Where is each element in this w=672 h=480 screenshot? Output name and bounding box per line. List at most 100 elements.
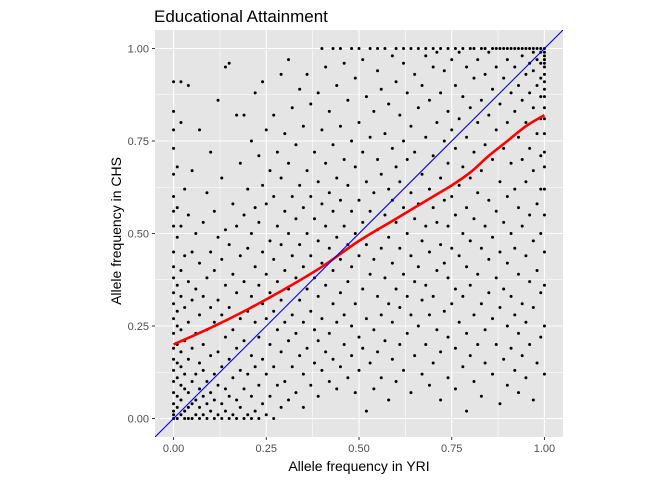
scatter-point (257, 154, 261, 158)
scatter-point (350, 324, 354, 328)
scatter-point (446, 376, 450, 380)
y-tick-label: 1.00 (128, 44, 149, 56)
scatter-point (509, 161, 513, 165)
scatter-point (268, 291, 272, 295)
scatter-point (453, 84, 457, 87)
scatter-point (450, 195, 454, 198)
y-tick-label: 0.50 (128, 229, 149, 241)
scatter-point (394, 287, 398, 291)
scatter-point (357, 198, 361, 202)
scatter-point (502, 47, 506, 50)
scatter-point (368, 209, 372, 213)
scatter-point (227, 306, 231, 309)
scatter-point (542, 213, 546, 217)
scatter-point (450, 58, 454, 62)
scatter-point (238, 317, 242, 321)
scatter-point (216, 383, 220, 387)
scatter-point (479, 394, 483, 398)
scatter-point (183, 306, 187, 309)
scatter-point (324, 65, 328, 69)
scatter-point (316, 180, 320, 184)
scatter-point (468, 283, 472, 287)
scatter-point (257, 283, 261, 287)
scatter-point (290, 254, 294, 258)
scatter-point (342, 343, 346, 346)
scatter-point (290, 106, 294, 110)
scatter-point (516, 206, 520, 210)
scatter-point (175, 394, 179, 398)
scatter-point (275, 328, 279, 332)
scatter-point (398, 180, 402, 184)
scatter-point (516, 391, 520, 395)
scatter-point (220, 402, 224, 406)
scatter-point (183, 387, 187, 391)
scatter-point (338, 365, 342, 369)
scatter-point (524, 320, 528, 324)
scatter-point (379, 87, 383, 91)
scatter-point (249, 417, 253, 420)
scatter-point (539, 187, 543, 191)
scatter-point (435, 328, 439, 332)
scatter-point (279, 350, 283, 354)
scatter-point (483, 361, 487, 365)
scatter-point (231, 272, 235, 276)
scatter-point (179, 383, 183, 387)
scatter-point (350, 139, 354, 143)
scatter-point (491, 235, 495, 239)
scatter-point (257, 383, 261, 387)
scatter-point (209, 354, 213, 358)
scatter-point (468, 106, 472, 110)
scatter-point (172, 224, 176, 228)
scatter-point (235, 113, 239, 117)
scatter-point (194, 232, 198, 235)
scatter-point (509, 232, 513, 235)
scatter-point (450, 128, 454, 132)
scatter-point (294, 331, 298, 335)
scatter-point (342, 224, 346, 228)
scatter-point (242, 280, 246, 284)
scatter-point (246, 372, 250, 376)
scatter-point (542, 187, 546, 191)
scatter-point (179, 269, 183, 272)
scatter-point (338, 47, 342, 50)
scatter-point (405, 294, 409, 298)
scatter-point (175, 165, 179, 169)
scatter-point (398, 246, 402, 250)
scatter-point (509, 294, 513, 298)
scatter-point (487, 198, 491, 202)
scatter-point (201, 294, 205, 298)
scatter-point (190, 250, 194, 254)
scatter-point (175, 235, 179, 239)
scatter-point (472, 76, 476, 80)
scatter-point (479, 302, 483, 306)
scatter-point (372, 387, 376, 391)
scatter-point (261, 80, 265, 84)
scatter-point (457, 183, 461, 187)
scatter-point (413, 354, 417, 358)
scatter-point (505, 261, 509, 265)
scatter-point (405, 232, 409, 235)
scatter-point (209, 250, 213, 254)
scatter-point (223, 409, 227, 413)
scatter-point (275, 150, 279, 154)
scatter-point (472, 380, 476, 383)
scatter-point (390, 146, 394, 150)
scatter-point (238, 405, 242, 409)
scatter-point (290, 365, 294, 369)
scatter-point (461, 165, 465, 169)
scatter-point (209, 409, 213, 413)
scatter-point (331, 47, 335, 50)
scatter-point (201, 413, 205, 417)
scatter-point (264, 272, 268, 276)
scatter-point (520, 224, 524, 228)
scatter-point (279, 243, 283, 247)
scatter-point (513, 246, 517, 250)
scatter-point (542, 324, 546, 328)
scatter-point (231, 376, 235, 380)
scatter-point (212, 372, 216, 376)
scatter-point (257, 417, 261, 420)
y-tick-label: 0.25 (128, 321, 149, 333)
scatter-point (172, 331, 176, 335)
scatter-point (402, 206, 406, 210)
scatter-point (420, 172, 424, 176)
